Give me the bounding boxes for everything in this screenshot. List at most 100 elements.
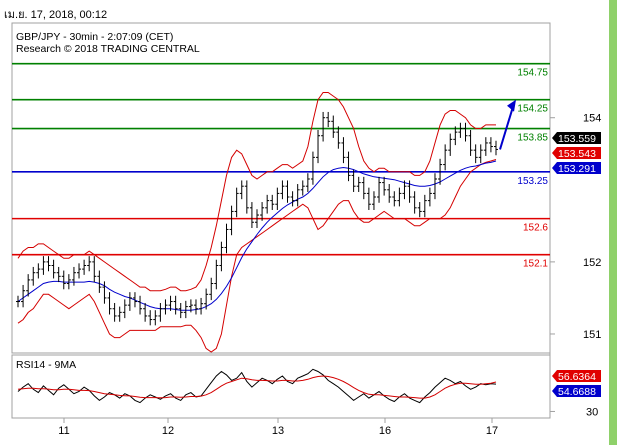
- candle: [249, 202, 254, 229]
- candle: [92, 256, 97, 283]
- candle: [300, 180, 305, 196]
- candle: [295, 184, 300, 207]
- candle: [219, 241, 224, 272]
- candle: [239, 180, 244, 200]
- price-tag-box: [552, 147, 601, 159]
- price-candles: [16, 111, 498, 326]
- rsi-tag: 54.6688: [552, 385, 601, 398]
- candle: [270, 194, 275, 210]
- candle: [341, 137, 346, 164]
- candle: [443, 144, 448, 171]
- candle: [21, 284, 26, 308]
- candle: [417, 202, 422, 218]
- y-tick-label: 152: [583, 257, 601, 269]
- candle: [448, 133, 453, 156]
- x-tick-label: 11: [58, 425, 69, 437]
- copyright-note: Research © 2018 TRADING CENTRAL: [16, 43, 200, 55]
- price-tag: 153.543: [552, 147, 601, 160]
- candle: [244, 180, 249, 214]
- candle: [326, 111, 331, 128]
- level-label: 152.1: [523, 259, 548, 270]
- candle: [71, 266, 76, 286]
- candle: [458, 122, 463, 138]
- candle: [255, 209, 259, 229]
- candle: [351, 169, 356, 192]
- bollinger-lower-line: [17, 159, 497, 353]
- rsi-ma-line: [17, 375, 497, 399]
- candle: [199, 297, 204, 315]
- rsi-tick-label: 30: [586, 406, 598, 418]
- price-tag-label: 153.291: [558, 163, 596, 175]
- candle: [407, 180, 412, 203]
- candle: [494, 140, 498, 156]
- candle: [371, 191, 376, 210]
- candle: [382, 176, 387, 196]
- y-tick-label: 151: [583, 329, 601, 341]
- candle: [193, 299, 198, 315]
- forecast-arrow-shaft: [499, 106, 514, 150]
- candle: [336, 126, 341, 149]
- candle: [366, 187, 371, 210]
- x-tick-label: 13: [272, 425, 284, 437]
- candle: [46, 256, 51, 272]
- rsi-line: [17, 368, 497, 404]
- candle: [438, 158, 443, 185]
- candle: [87, 256, 92, 272]
- level-label: 154.25: [517, 104, 548, 115]
- candle: [178, 302, 183, 319]
- candle: [77, 263, 82, 279]
- candle: [26, 274, 31, 297]
- candle: [158, 302, 163, 322]
- instrument-title: GBP/JPY - 30min - 2:07:09 (CET): [16, 31, 173, 43]
- candle: [310, 151, 315, 185]
- candle: [463, 122, 468, 142]
- level-label: 152.6: [523, 223, 548, 234]
- timestamp-label: เม.ย. 17, 2018, 00:12: [4, 9, 108, 21]
- rsi-lines: 30: [17, 368, 598, 418]
- candle: [97, 270, 102, 293]
- candle: [138, 295, 143, 315]
- candle: [483, 137, 488, 156]
- level-label: 154.75: [517, 68, 548, 79]
- candle: [51, 259, 56, 279]
- candle: [234, 187, 239, 218]
- price-tag-box: [552, 162, 601, 174]
- x-tick-label: 12: [162, 425, 174, 437]
- price-tag-box: [552, 132, 601, 144]
- candle: [209, 277, 214, 301]
- candle: [346, 151, 351, 182]
- candle: [148, 310, 153, 326]
- bollinger-upper-line: [17, 92, 496, 292]
- candle: [377, 176, 382, 203]
- accent-bar: [609, 0, 617, 445]
- candle: [132, 292, 137, 308]
- candle: [331, 115, 336, 138]
- x-tick-label: 17: [486, 425, 498, 437]
- candle: [127, 292, 132, 311]
- price-tag-label: 153.559: [558, 133, 596, 145]
- candle: [66, 274, 71, 290]
- candle: [422, 194, 427, 218]
- candle: [36, 263, 41, 279]
- rsi-tags: 56.6364 54.6688: [552, 370, 601, 398]
- price-tags: 153.559 153.543 153.291: [552, 132, 601, 175]
- candle: [356, 176, 361, 192]
- candle: [224, 223, 229, 254]
- candle: [361, 176, 366, 200]
- moving-average-line: [17, 160, 497, 311]
- price-axis-ticks: 151 152 154: [550, 113, 601, 341]
- price-panel-frame: [11, 22, 551, 354]
- candle: [402, 180, 407, 200]
- candle: [188, 299, 193, 313]
- candle: [107, 292, 112, 315]
- candle: [102, 281, 107, 304]
- rsi-panel-frame: [11, 354, 551, 419]
- y-tick-label: 154: [583, 113, 601, 125]
- candle: [321, 111, 326, 142]
- candle: [153, 310, 158, 326]
- candle: [214, 259, 219, 290]
- bollinger-bands: [17, 92, 497, 353]
- candle: [432, 173, 437, 200]
- rsi-tag-label: 54.6688: [558, 386, 596, 398]
- candle: [453, 126, 458, 146]
